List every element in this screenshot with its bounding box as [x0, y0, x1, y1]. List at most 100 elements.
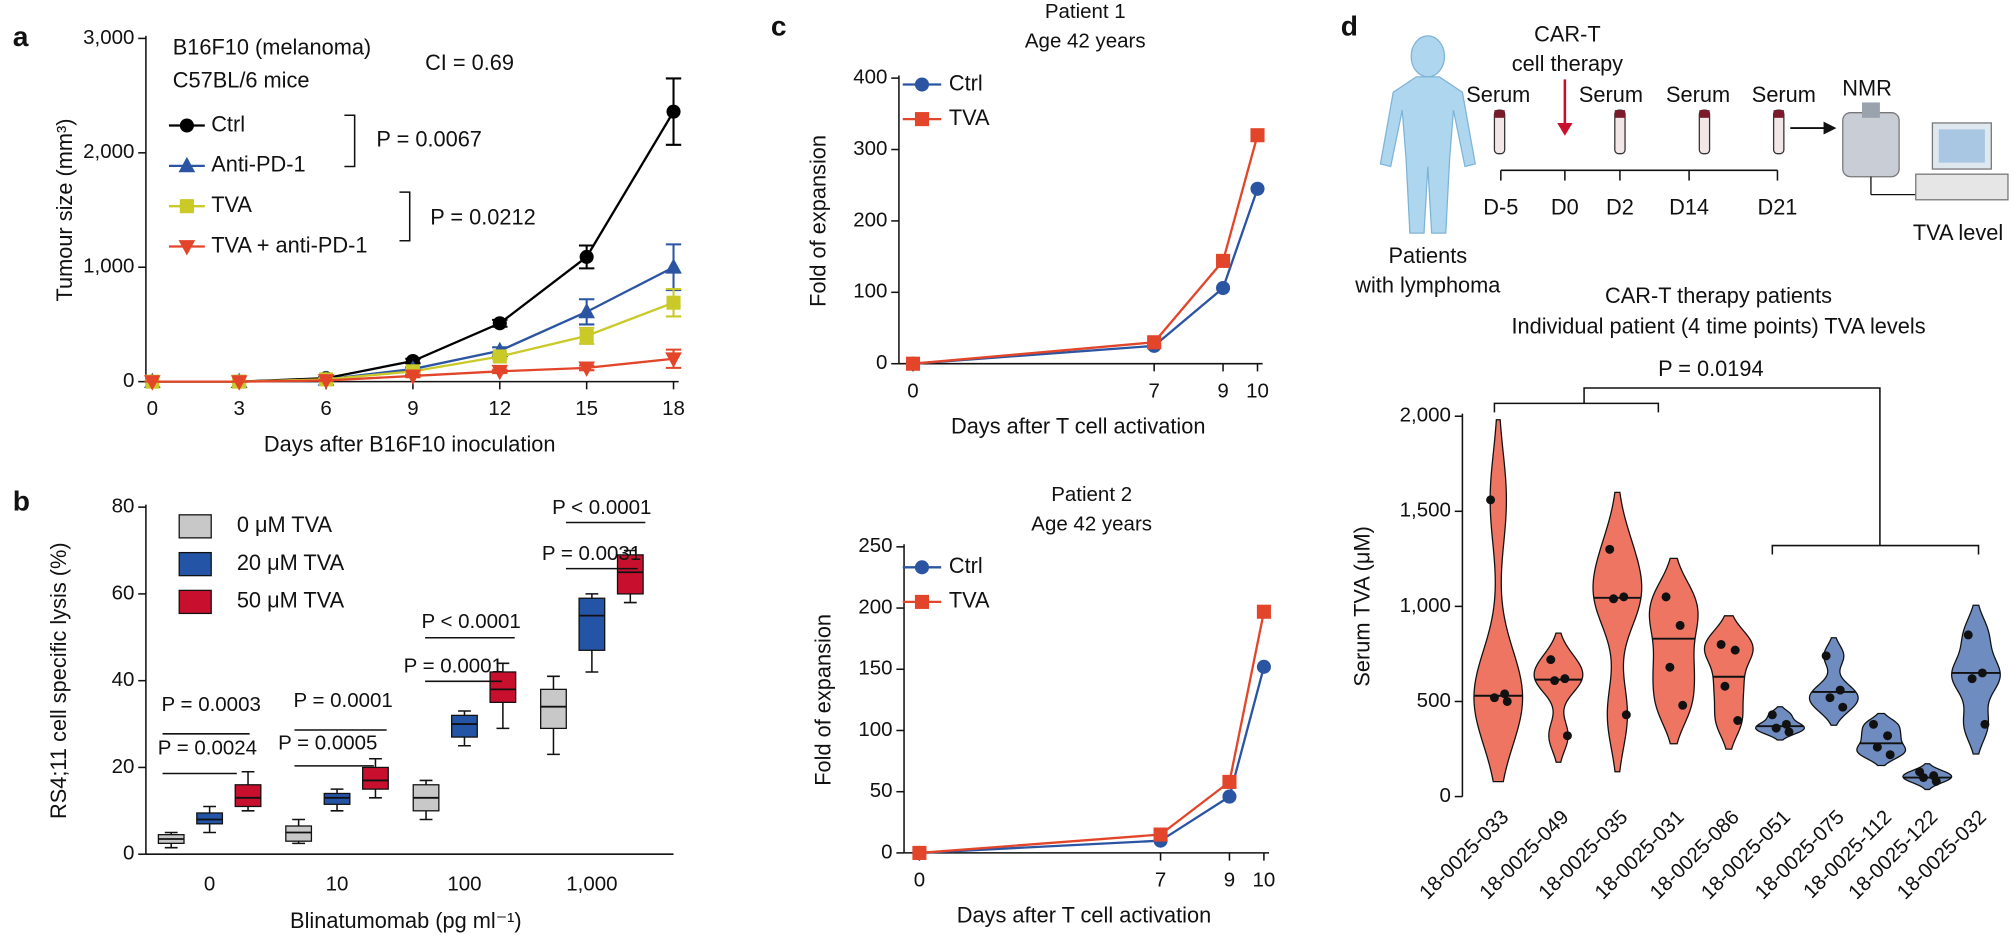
schematic-label: Serum: [1579, 82, 1643, 107]
panel-letter: d: [1341, 10, 1358, 42]
data-point: [1500, 689, 1510, 699]
bracket: [344, 114, 356, 168]
legend-label: TVA + anti-PD-1: [211, 232, 367, 257]
marker: [179, 118, 194, 133]
schematic-label: D-5: [1483, 194, 1518, 219]
y-tick-label: 100: [853, 280, 887, 303]
box: [578, 597, 606, 651]
panel-letter: a: [13, 20, 29, 52]
chart-subtitle: Age 42 years: [1031, 512, 1152, 535]
marker: [914, 560, 930, 575]
x-tick-label: 3: [233, 397, 244, 420]
data-point: [1835, 685, 1845, 695]
marker: [1256, 604, 1271, 619]
x-tick-label: 10: [1253, 868, 1276, 891]
y-tick-label: 1,000: [83, 255, 134, 278]
violin: [1703, 615, 1754, 750]
box: [489, 671, 517, 703]
violin: [1856, 712, 1907, 767]
y-tick-label: 60: [112, 581, 135, 604]
data-point: [1781, 719, 1791, 729]
series-line: [919, 611, 1266, 855]
marker: [912, 845, 927, 860]
x-tick-label: 6: [320, 397, 331, 420]
annotation: C57BL/6 mice: [173, 68, 310, 93]
p-value: P = 0.0003: [162, 693, 261, 716]
data-point: [1486, 495, 1496, 505]
p-value: P < 0.0001: [552, 496, 651, 519]
annotation: P = 0.0067: [376, 127, 482, 152]
y-axis-label: Fold of expansion: [810, 614, 835, 786]
schematic-label: TVA level: [1913, 220, 2003, 245]
violin: [1533, 632, 1584, 763]
panel-letter: c: [771, 10, 787, 42]
x-tick-label: 0: [907, 379, 918, 402]
schematic-label: CAR-T: [1534, 22, 1601, 47]
x-tick-label: 10: [326, 872, 349, 895]
legend-label: 20 μM TVA: [237, 550, 345, 575]
data-point: [1767, 710, 1777, 720]
y-tick-label: 250: [858, 534, 892, 557]
legend-label: TVA: [949, 588, 990, 613]
y-tick-label: 150: [858, 657, 892, 680]
marker: [665, 258, 682, 274]
x-tick-label: 7: [1148, 379, 1159, 402]
marker: [666, 295, 681, 310]
y-tick-label: 3,000: [83, 26, 134, 49]
legend-swatch: [178, 589, 212, 615]
whisker-caps: [330, 788, 344, 812]
y-axis-label: Tumour size (mm³): [52, 119, 77, 302]
box: [196, 812, 224, 825]
y-tick-label: 0: [1439, 784, 1450, 807]
data-point: [1825, 693, 1835, 703]
marker: [492, 349, 507, 364]
data-point: [1562, 731, 1572, 741]
data-point: [1821, 651, 1831, 661]
x-tick-label: 7: [1155, 868, 1166, 891]
marker: [179, 199, 194, 214]
data-point: [1869, 719, 1878, 729]
y-tick-label: 50: [870, 779, 893, 802]
legend-swatch: [178, 514, 212, 539]
p-value: P = 0.0194: [1658, 356, 1764, 381]
series-line: [919, 666, 1266, 855]
marker: [1216, 253, 1231, 268]
x-tick-label: 15: [575, 397, 598, 420]
legend-label: Ctrl: [949, 70, 983, 95]
schematic-label: D0: [1551, 194, 1579, 219]
box: [285, 825, 313, 842]
data-point: [1720, 681, 1730, 691]
data-point: [1675, 620, 1685, 630]
series-line: [912, 134, 1259, 365]
box: [540, 688, 567, 730]
marker: [404, 369, 422, 385]
marker: [905, 356, 921, 371]
whisker-caps: [458, 710, 471, 747]
box: [362, 766, 389, 790]
data-point: [1733, 716, 1743, 725]
series-line: [912, 188, 1259, 365]
schematic-label: NMR: [1842, 75, 1892, 100]
y-tick-label: 0: [876, 351, 887, 374]
data-point: [1619, 592, 1629, 602]
chart-title: Patient 1: [1045, 0, 1126, 23]
data-point: [1621, 710, 1631, 720]
marker: [178, 156, 196, 173]
y-tick-label: 40: [112, 668, 135, 691]
marker: [579, 249, 594, 264]
schematic-label: Serum: [1466, 82, 1530, 107]
x-tick-label: 0: [147, 397, 158, 420]
x-tick-label: 9: [1217, 379, 1228, 402]
marker: [317, 374, 335, 390]
schematic-label: Serum: [1666, 82, 1730, 107]
data-point: [1980, 719, 1990, 729]
marker: [579, 328, 594, 343]
y-axis-label: Serum TVA (μM): [1350, 526, 1375, 687]
chart-subtitle: Age 42 years: [1025, 30, 1146, 53]
x-tick-label: 9: [407, 397, 418, 420]
marker: [578, 302, 595, 319]
marker: [1222, 774, 1237, 789]
y-tick-label: 200: [858, 595, 892, 618]
legend-label: TVA: [949, 105, 990, 130]
